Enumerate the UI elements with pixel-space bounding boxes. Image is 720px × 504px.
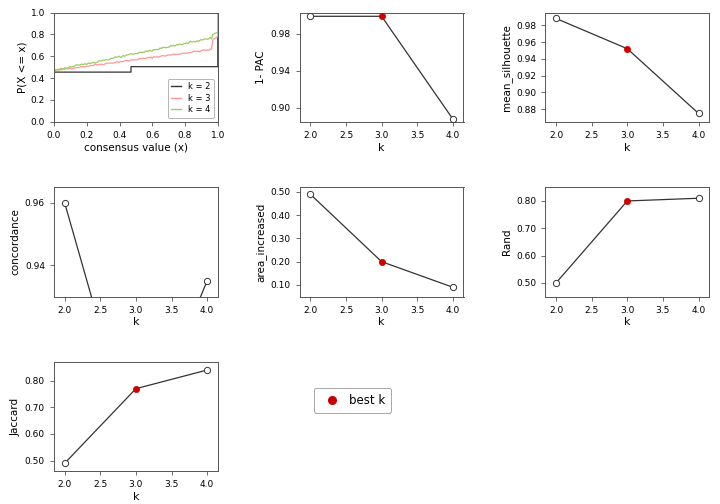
Y-axis label: mean_silhouette: mean_silhouette [501, 24, 512, 111]
X-axis label: consensus value (x): consensus value (x) [84, 143, 188, 153]
Y-axis label: area_increased: area_increased [256, 202, 266, 282]
Y-axis label: 1- PAC: 1- PAC [256, 50, 266, 84]
Y-axis label: concordance: concordance [11, 209, 21, 275]
X-axis label: k: k [132, 492, 139, 502]
X-axis label: k: k [378, 143, 385, 153]
Y-axis label: Jaccard: Jaccard [11, 398, 21, 435]
Y-axis label: Rand: Rand [502, 229, 512, 255]
X-axis label: k: k [378, 318, 385, 327]
X-axis label: k: k [624, 318, 631, 327]
X-axis label: k: k [624, 143, 631, 153]
Legend: best k: best k [314, 388, 392, 413]
Y-axis label: P(X <= x): P(X <= x) [18, 41, 28, 93]
X-axis label: k: k [132, 318, 139, 327]
Legend: k = 2, k = 3, k = 4: k = 2, k = 3, k = 4 [168, 79, 214, 117]
